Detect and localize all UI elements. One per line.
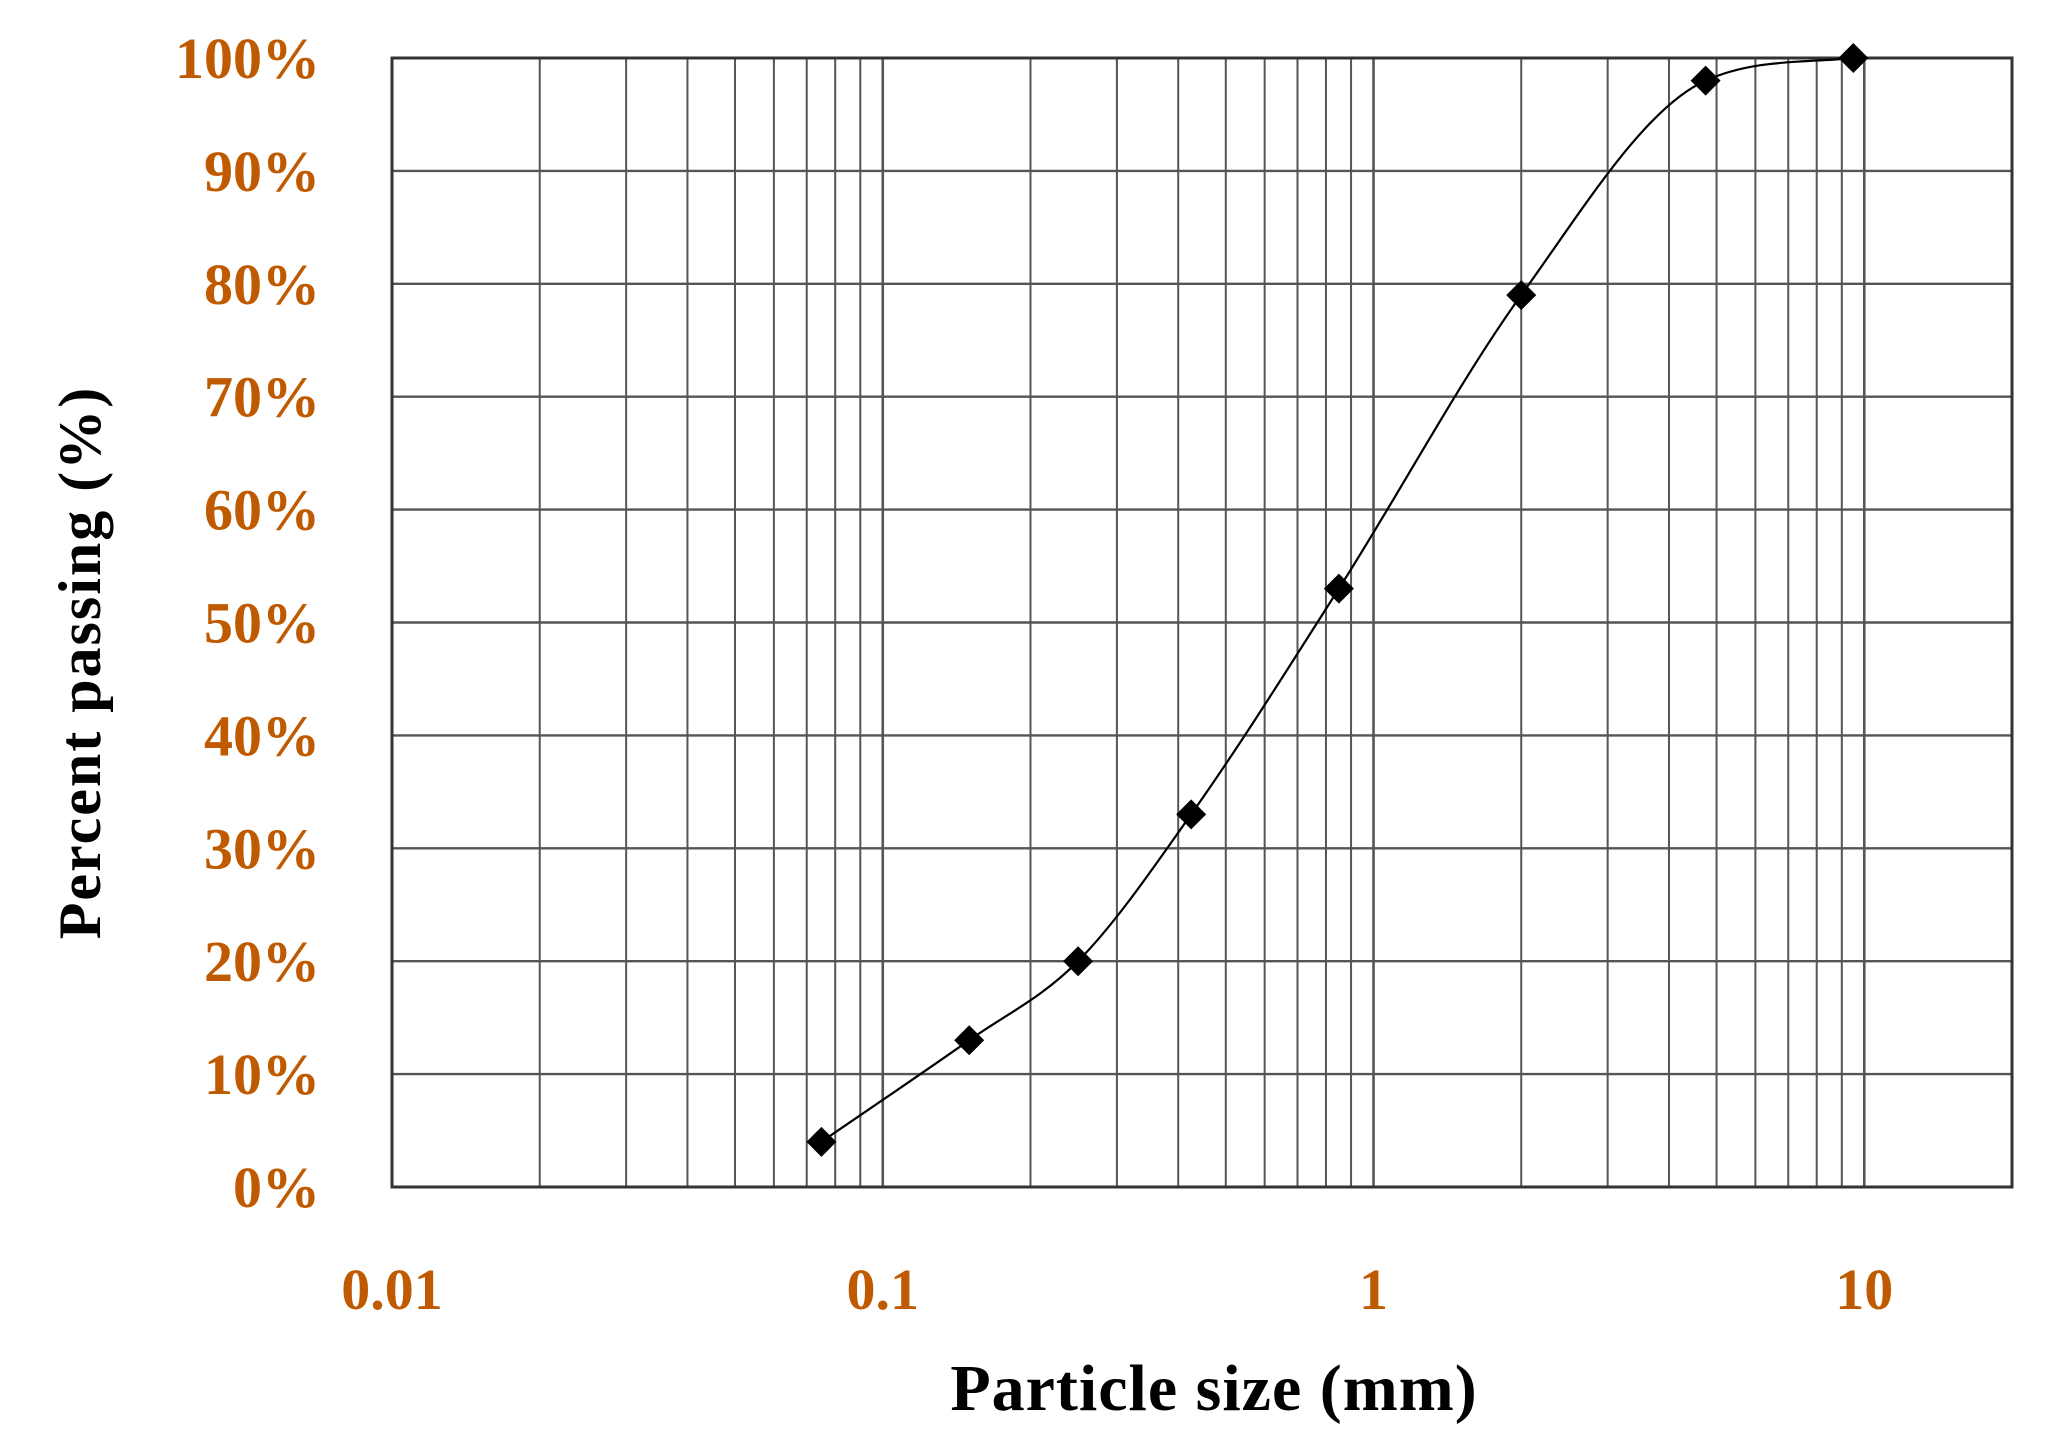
x-tick-label: 10: [1835, 1257, 1893, 1322]
y-axis-label: Percent passing (%): [47, 386, 113, 940]
data-point-diamond: [1690, 65, 1721, 96]
x-axis-label: Particle size (mm): [950, 1352, 1477, 1425]
data-point-diamond: [1176, 799, 1207, 830]
y-tick-label: 40%: [204, 703, 320, 768]
y-tick-label: 10%: [204, 1042, 320, 1107]
grid: [390, 56, 2013, 1189]
y-tick-labels: 0% 10% 20% 30% 40% 50% 60% 70% 80% 90% 100%: [175, 26, 320, 1220]
data-points: [806, 43, 1869, 1157]
y-tick-label: 0%: [233, 1155, 320, 1220]
x-tick-label: 1: [1359, 1257, 1388, 1322]
series-curve: [820, 56, 1854, 1143]
x-tick-label: 0.01: [341, 1257, 443, 1322]
data-point-diamond: [1063, 946, 1094, 977]
y-tick-label: 80%: [204, 252, 320, 317]
y-tick-label: 60%: [204, 478, 320, 543]
data-point-diamond: [1323, 573, 1354, 604]
y-tick-label: 100%: [175, 26, 320, 91]
data-point-diamond: [806, 1126, 837, 1157]
data-point-diamond: [1838, 43, 1869, 73]
x-tick-label: 0.1: [847, 1257, 920, 1322]
y-tick-label: 50%: [204, 591, 320, 656]
y-tick-label: 30%: [204, 816, 320, 881]
y-tick-label: 90%: [204, 139, 320, 204]
data-point-diamond: [954, 1025, 985, 1056]
y-tick-label: 70%: [204, 365, 320, 430]
plot-area: [390, 56, 2014, 1189]
data-point-diamond: [1506, 280, 1537, 311]
y-tick-label: 20%: [204, 929, 320, 994]
x-tick-labels: 0.01 0.1 1 10: [341, 1257, 1893, 1322]
